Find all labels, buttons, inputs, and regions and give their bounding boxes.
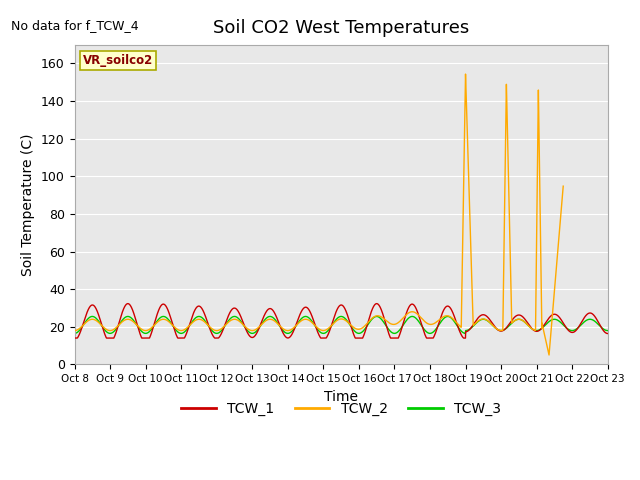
Line: TCW_2: TCW_2 [74,74,563,355]
TCW_2 [332,319,339,325]
TCW_3 [102,329,110,335]
Line: TCW_1: TCW_1 [74,304,608,338]
TCW_2 [73,327,81,333]
Legend: TCW_1, TCW_2, TCW_3: TCW_1, TCW_2, TCW_3 [175,396,507,421]
TCW_3 [124,313,132,319]
TCW_3 [93,316,100,322]
TCW_1 [175,335,183,341]
Text: No data for f_TCW_4: No data for f_TCW_4 [10,19,138,32]
Text: VR_soilco2: VR_soilco2 [83,54,153,67]
TCW_1 [93,307,100,312]
TCW_2 [102,326,110,332]
TCW_2 [175,327,183,333]
TCW_3 [604,328,612,334]
TCW_2 [93,318,100,324]
TCW_1 [124,301,132,307]
Line: TCW_3: TCW_3 [74,316,608,334]
TCW_1 [332,311,339,317]
TCW_1 [102,335,110,341]
TCW_3 [70,331,78,336]
TCW_1 [575,323,583,328]
Y-axis label: Soil Temperature (C): Soil Temperature (C) [21,133,35,276]
TCW_2 [70,328,78,334]
TCW_1 [73,335,81,341]
TCW_3 [175,330,183,336]
X-axis label: Time: Time [324,390,358,404]
TCW_3 [332,318,339,324]
Title: Soil CO2 West Temperatures: Soil CO2 West Temperatures [213,20,469,37]
TCW_3 [575,324,583,329]
TCW_3 [73,330,81,336]
TCW_1 [70,335,78,341]
TCW_1 [604,331,612,336]
